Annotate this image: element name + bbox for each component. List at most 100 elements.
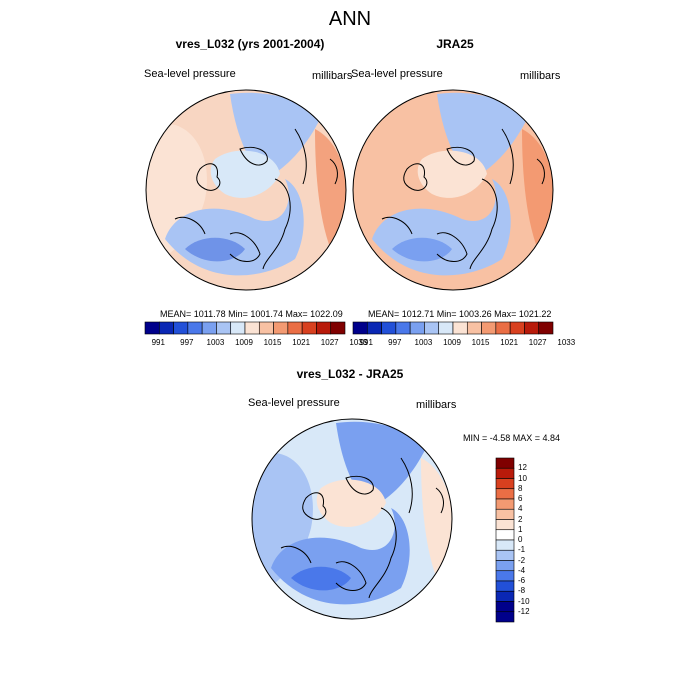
panel-2-colorbar-swatch — [381, 321, 397, 335]
panel-1-colorbar-swatch — [187, 321, 203, 335]
diff-colorbar-swatch — [495, 478, 515, 490]
panel-2-colorbar-tick-label: 1015 — [471, 338, 490, 347]
panel-1-colorbar-swatch — [244, 321, 260, 335]
diff-border — [251, 418, 453, 620]
panel-1-coastline — [262, 178, 291, 270]
diff-colorbar-swatch — [495, 488, 515, 500]
panel-1-colorbar-swatch — [330, 321, 346, 335]
diff-colorbar-labels: 12 10 8 6 4 2 1 0 -1 -2 -4 -6 -8 -10 -12 — [518, 457, 558, 623]
diff-colorbar-swatch — [495, 519, 515, 531]
diff-colorbar-tick-label: 0 — [518, 535, 523, 544]
diff-colorbar-tick-label: -10 — [518, 596, 530, 606]
panel-1-colorbar-tick-label: 991 — [151, 338, 165, 347]
panel-1-colorbar-swatch — [201, 321, 217, 335]
panel-2-colorbar-swatch — [366, 321, 382, 335]
panel-2-stats: MEAN= 1012.71 Min= 1003.26 Max= 1021.22 — [368, 309, 552, 319]
panel-1-colorbar-tick-label: 997 — [180, 338, 194, 347]
panel-1-colorbar-tick-label: 1003 — [206, 338, 225, 347]
diff-colorbar-tick-label: -8 — [518, 586, 526, 596]
panel-2-coastline — [436, 232, 468, 262]
panel-2-colorbar-swatch — [495, 321, 511, 335]
panel-2-colorbar-swatch — [524, 321, 540, 335]
panel-2-colorbar-tick-label: 1003 — [414, 338, 433, 347]
panel-2-colorbar-tick-label: 1027 — [528, 338, 547, 347]
panel-1-colorbar-swatch — [301, 321, 317, 335]
diff-colorbar-swatch — [495, 601, 515, 613]
diff-colorbar-swatch — [495, 611, 515, 623]
panel-1-arctic-field — [210, 150, 280, 198]
diff-colorbar-tick-label: 6 — [518, 494, 523, 503]
panel-2-west-field — [353, 123, 414, 269]
panel-1-colorbar-swatch — [216, 321, 232, 335]
diff-stats: MIN = -4.58 MAX = 4.84 — [463, 433, 561, 443]
panel-2-coastline — [536, 158, 545, 185]
panel-1-field-label: Sea-level pressure — [144, 68, 236, 80]
diff-coastline — [280, 545, 312, 564]
diff-field-label: Sea-level pressure — [248, 397, 340, 409]
panel-2-colorbar-labels: 991 997 1003 1009 1015 1021 1027 1033 — [352, 338, 576, 350]
diff-colorbar-tick-label: 4 — [518, 504, 523, 514]
panel-1-coastline — [174, 216, 206, 235]
panel-1-colorbar — [144, 321, 346, 335]
panel-2-fields — [353, 90, 553, 290]
panel-1-border — [145, 89, 347, 291]
panel-1-colorbar-tick-label: 1015 — [263, 338, 282, 347]
panel-2-colorbar-swatch — [466, 321, 482, 335]
panel-2-colorbar-swatch — [424, 321, 440, 335]
panel-1-colorbar-labels: 991 997 1003 1009 1015 1021 1027 1033 — [144, 338, 368, 350]
diff-colorbar-tick-label: 12 — [518, 463, 527, 473]
diff-colorbar-swatch — [495, 560, 515, 572]
panel-2-border — [352, 89, 554, 291]
panel-2-colorbar-swatch — [452, 321, 468, 335]
diff-fields — [252, 419, 452, 619]
panel-1-stats: MEAN= 1011.78 Min= 1001.74 Max= 1022.09 — [160, 309, 343, 319]
diff-colorbar-tick-label: -2 — [518, 555, 526, 565]
panel-2-coastline — [381, 216, 413, 235]
diff-colorbar-tick-label: -1 — [518, 545, 526, 555]
panel-2-colorbar-tick-label: 997 — [388, 338, 402, 347]
panel-2-colorbar — [352, 321, 554, 335]
panel-2-colorbar-swatch — [509, 321, 525, 335]
panel-2-colorbar-swatch — [438, 321, 454, 335]
panel-1-coastline — [294, 128, 307, 185]
panel-2-colorbar-tick-label: 991 — [359, 338, 373, 347]
figure-title: ANN — [328, 8, 372, 30]
panel-2-coastline — [501, 128, 514, 185]
panel-2-units-label: millibars — [520, 70, 561, 82]
panel-2-title: JRA25 — [436, 37, 474, 51]
diff-colorbar-swatch — [495, 508, 515, 520]
panel-1-colorbar-swatch — [173, 321, 189, 335]
panel-1-colorbar-swatch — [230, 321, 246, 335]
panel-2-colorbar-tick-label: 1009 — [443, 338, 461, 347]
panel-2-coastline — [446, 146, 475, 166]
diff-colorbar-tick-label: -4 — [518, 565, 526, 575]
diff-colorbar-swatch — [495, 580, 515, 592]
panel-2-colorbar-tick-label: 1021 — [500, 338, 519, 347]
panel-1-coastline — [229, 232, 261, 262]
diff-coastline — [368, 507, 397, 599]
panel-1-west-field — [146, 123, 207, 269]
diff-colorbar — [495, 457, 515, 623]
panel-1-coastline — [196, 163, 221, 191]
diff-map — [251, 418, 453, 620]
panel-2-colorbar-tick-label: 1033 — [557, 338, 576, 347]
panel-2-colorbar-swatch — [352, 321, 368, 335]
panel-2-map — [352, 89, 554, 291]
panel-1-map — [145, 89, 347, 291]
panel-2-colorbar-swatch — [538, 321, 554, 335]
diff-colorbar-tick-label: 1 — [518, 524, 523, 534]
diff-coastline — [345, 475, 374, 495]
panel-1-colorbar-swatch — [158, 321, 174, 335]
panel-2-coastline — [469, 178, 498, 270]
diff-colorbar-swatch — [495, 570, 515, 582]
diff-west-field — [252, 452, 313, 598]
panel-1-colorbar-swatch — [316, 321, 332, 335]
diff-colorbar-tick-label: 2 — [518, 514, 523, 524]
panel-1-colorbar-swatch — [287, 321, 303, 335]
panel-2-colorbar-swatch — [481, 321, 497, 335]
panel-1-colorbar-tick-label: 1009 — [235, 338, 253, 347]
panel-1-colorbar-tick-label: 1021 — [292, 338, 311, 347]
panel-1-colorbar-swatch — [144, 321, 160, 335]
panel-1-colorbar-tick-label: 1033 — [349, 338, 368, 347]
panel-2-arctic-field — [417, 150, 487, 198]
